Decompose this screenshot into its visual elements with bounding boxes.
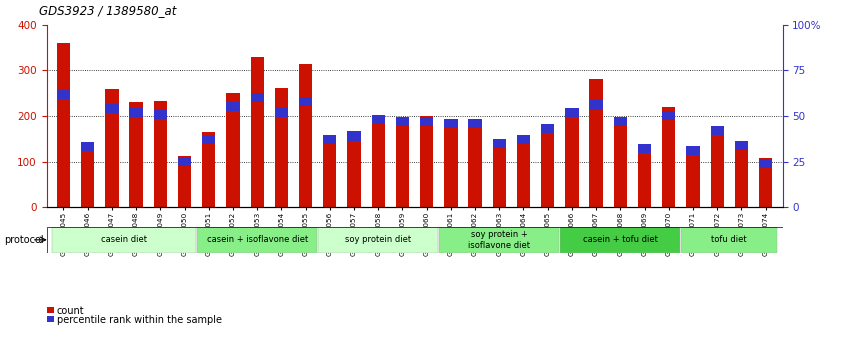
Text: count: count <box>57 306 85 316</box>
Bar <box>590 101 603 109</box>
Bar <box>759 158 772 207</box>
Bar <box>565 108 579 117</box>
Bar <box>318 227 438 253</box>
Bar <box>81 142 95 152</box>
Bar <box>492 139 506 148</box>
Text: percentile rank within the sample: percentile rank within the sample <box>57 315 222 325</box>
Bar <box>348 131 360 141</box>
Text: tofu diet: tofu diet <box>711 235 747 244</box>
Bar <box>396 120 409 207</box>
Text: soy protein +
isoflavone diet: soy protein + isoflavone diet <box>469 230 530 250</box>
Bar <box>517 135 530 144</box>
Bar <box>81 148 95 207</box>
Bar <box>517 139 530 207</box>
Bar <box>541 130 554 207</box>
Bar <box>129 102 143 207</box>
Text: casein + tofu diet: casein + tofu diet <box>583 235 658 244</box>
Bar <box>734 143 748 207</box>
Bar <box>202 132 216 207</box>
Bar <box>396 117 409 126</box>
Text: soy protein diet: soy protein diet <box>345 235 411 244</box>
Bar <box>469 119 481 128</box>
Bar <box>613 117 627 126</box>
Bar <box>52 227 196 253</box>
Bar <box>299 97 312 106</box>
Bar <box>638 144 651 153</box>
Bar <box>734 141 748 150</box>
Bar <box>662 107 675 207</box>
Bar <box>154 101 167 207</box>
Bar <box>613 120 627 207</box>
Bar <box>323 135 337 144</box>
Bar <box>444 119 458 128</box>
Bar <box>469 124 481 207</box>
Bar <box>638 148 651 207</box>
Bar <box>686 146 700 155</box>
Bar <box>711 131 724 207</box>
Bar <box>371 116 385 207</box>
Bar <box>541 124 554 133</box>
Bar <box>57 43 70 207</box>
Bar <box>420 117 433 126</box>
Bar <box>565 110 579 207</box>
Bar <box>711 126 724 135</box>
Bar <box>323 141 337 207</box>
Bar <box>560 227 680 253</box>
Bar <box>590 79 603 207</box>
Bar <box>202 135 216 144</box>
Bar <box>371 115 385 124</box>
Bar <box>250 57 264 207</box>
Bar <box>275 88 288 207</box>
Bar <box>178 156 191 207</box>
Bar <box>420 116 433 207</box>
Bar <box>299 64 312 207</box>
Text: GDS3923 / 1389580_at: GDS3923 / 1389580_at <box>39 5 177 17</box>
Bar <box>662 112 675 120</box>
Text: casein + isoflavone diet: casein + isoflavone diet <box>206 235 308 244</box>
Bar <box>226 93 239 207</box>
Bar <box>444 123 458 207</box>
Bar <box>250 93 264 102</box>
Bar <box>682 227 777 253</box>
Text: casein diet: casein diet <box>101 235 147 244</box>
Bar <box>105 104 118 113</box>
Bar <box>129 108 143 117</box>
Bar <box>348 137 360 207</box>
Bar <box>154 109 167 119</box>
Bar <box>197 227 317 253</box>
Text: protocol: protocol <box>4 235 44 245</box>
Bar <box>178 157 191 166</box>
Bar <box>686 149 700 207</box>
Bar <box>226 102 239 112</box>
Bar <box>275 108 288 117</box>
Bar <box>105 88 118 207</box>
Bar <box>492 143 506 207</box>
Bar <box>439 227 559 253</box>
Bar <box>759 159 772 168</box>
Bar <box>57 90 70 99</box>
